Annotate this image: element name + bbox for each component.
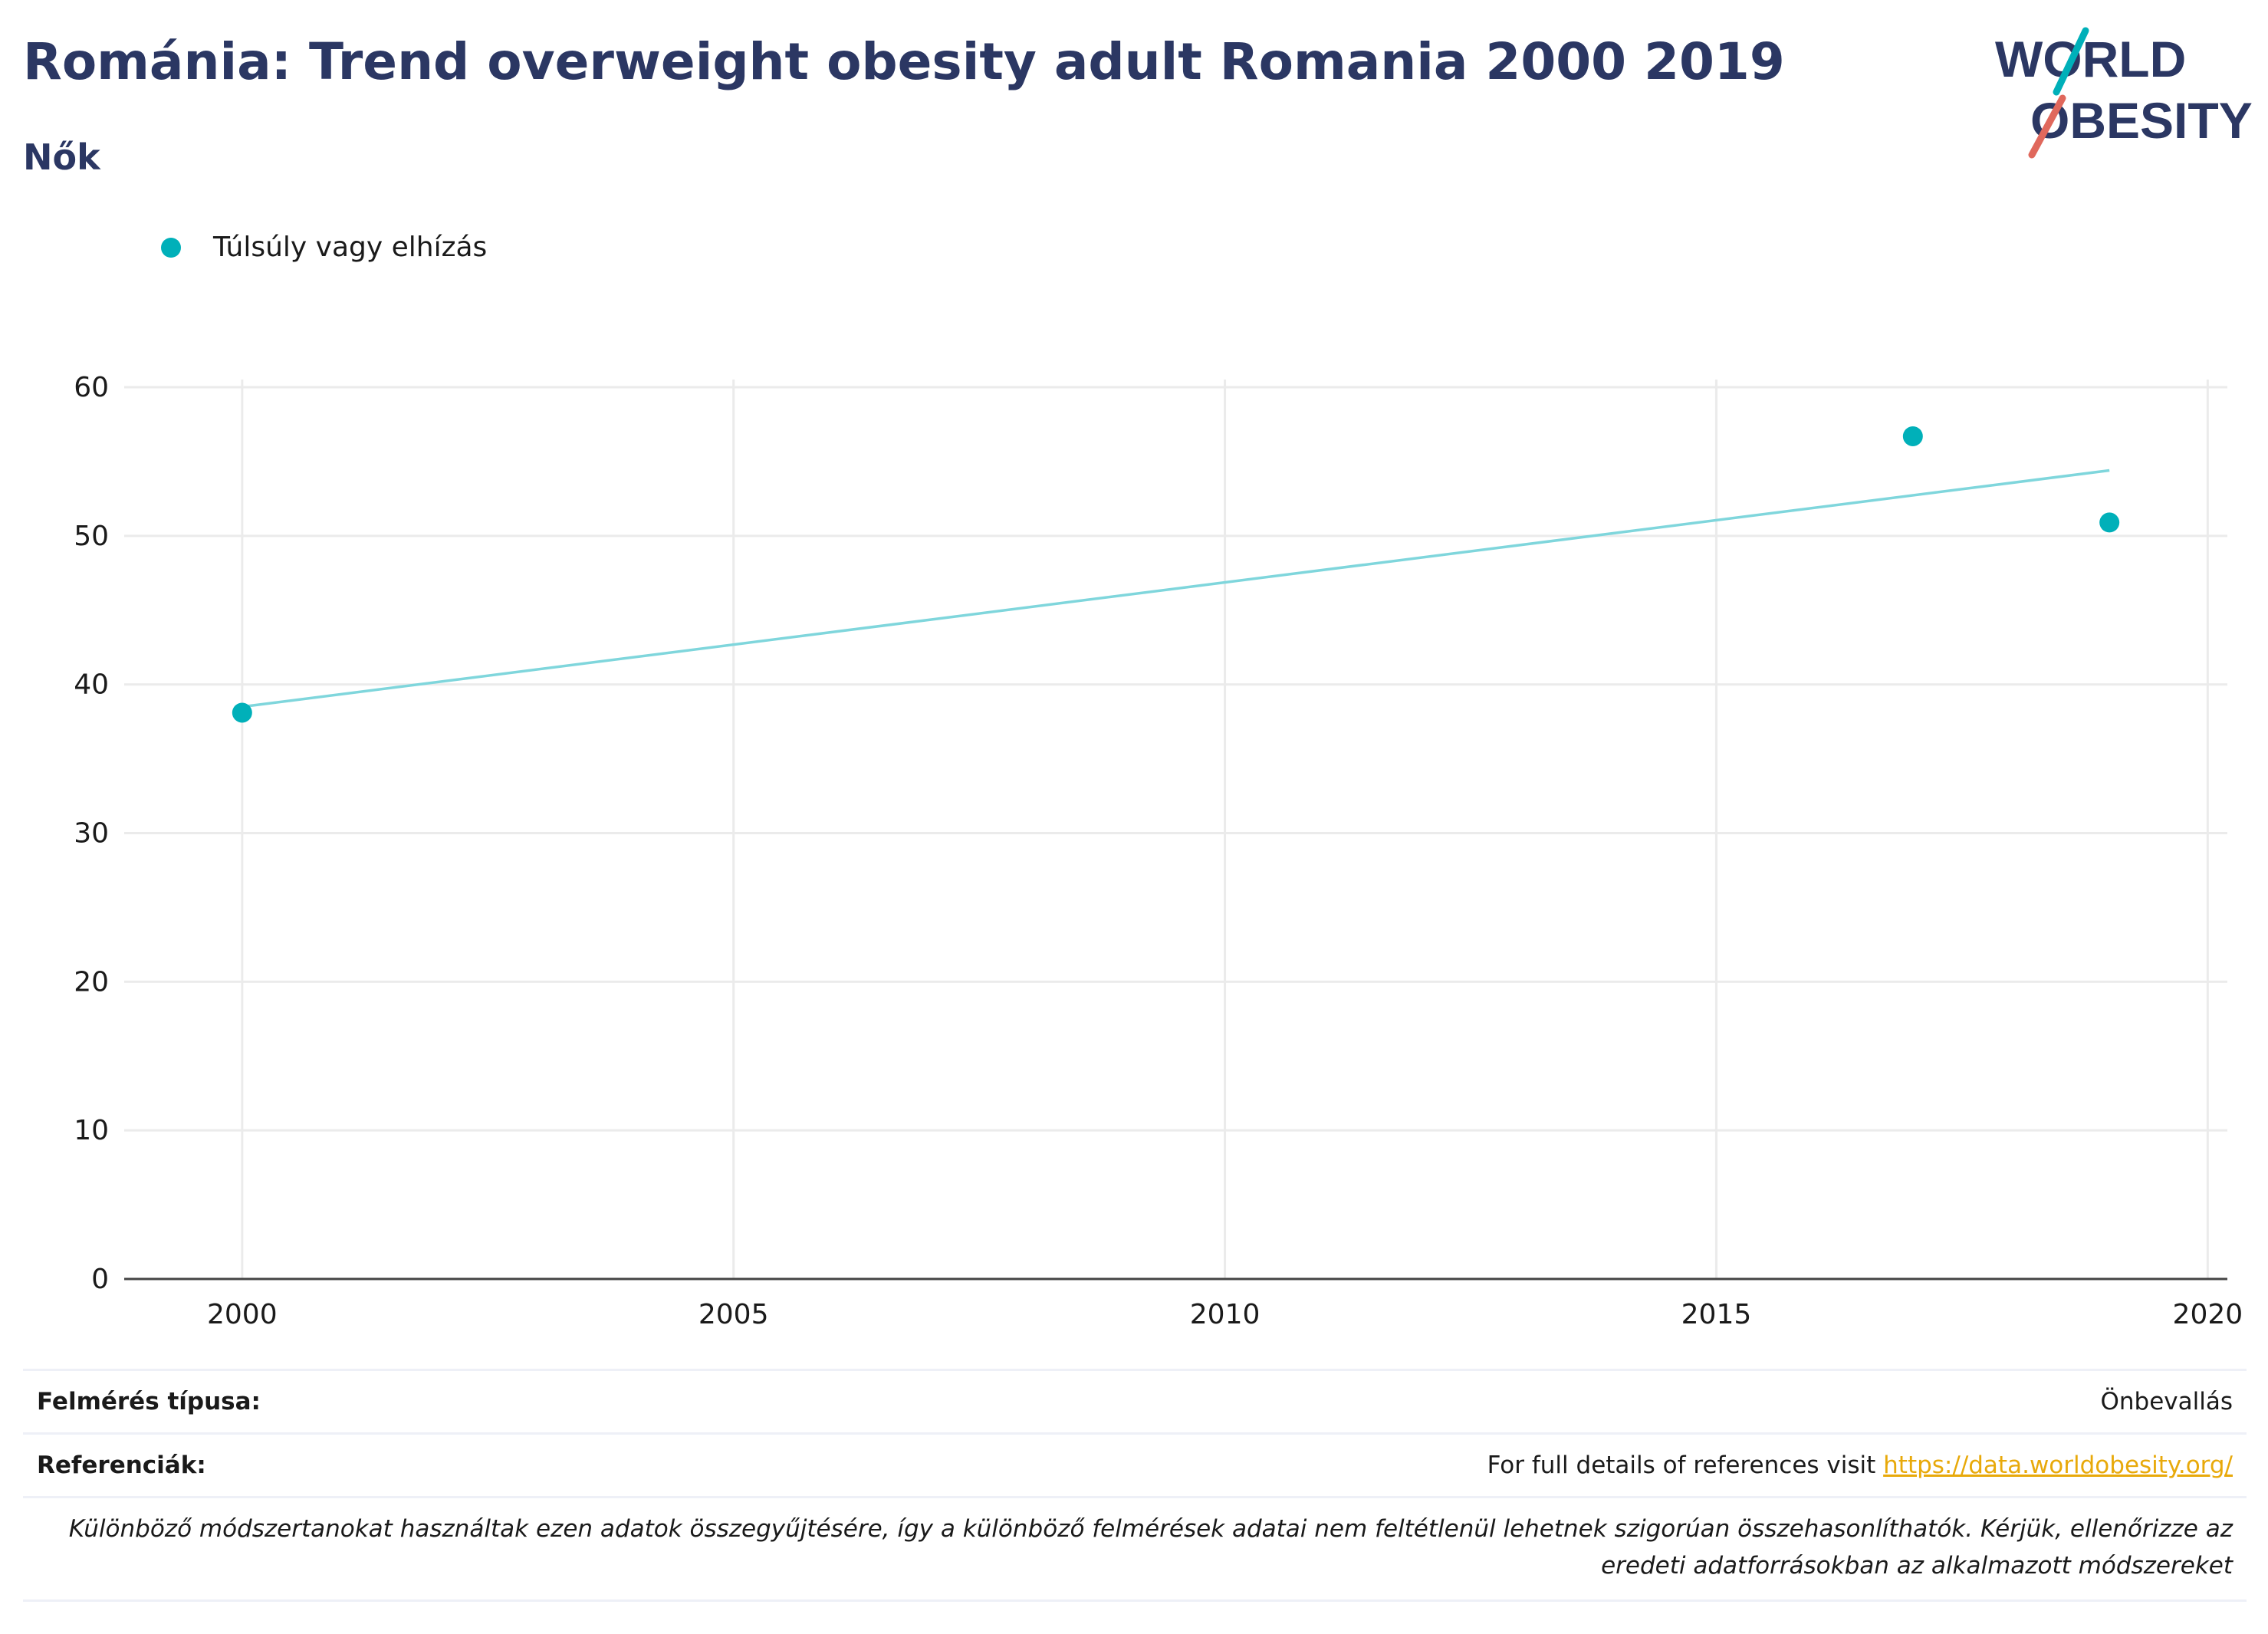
x-tick-label: 2000 bbox=[207, 1299, 278, 1330]
references-row: Referenciák: For full details of referen… bbox=[23, 1432, 2247, 1496]
y-tick-label: 20 bbox=[74, 966, 109, 998]
legend-label: Túlsúly vagy elhízás bbox=[213, 232, 488, 263]
y-tick-label: 10 bbox=[74, 1115, 109, 1146]
references-link[interactable]: https://data.worldobesity.org/ bbox=[1883, 1452, 2233, 1479]
logo-slash-bottom bbox=[2028, 94, 2066, 159]
y-tick-label: 40 bbox=[74, 669, 109, 701]
references-value: For full details of references visit htt… bbox=[1487, 1452, 2233, 1479]
data-point bbox=[2099, 512, 2120, 533]
logo-word-world: WORLD bbox=[1995, 31, 2186, 87]
x-tick-label: 2005 bbox=[698, 1299, 769, 1330]
data-point bbox=[232, 702, 252, 723]
y-tick-label: 0 bbox=[91, 1264, 109, 1295]
y-tick-label: 30 bbox=[74, 818, 109, 850]
references-label: Referenciák: bbox=[37, 1452, 206, 1479]
chart-subtitle: Nők bbox=[23, 136, 100, 178]
survey-type-value: Önbevallás bbox=[2100, 1388, 2233, 1415]
data-point bbox=[1902, 426, 1923, 446]
references-text: For full details of references visit bbox=[1487, 1452, 1884, 1479]
chart-footer: Felmérés típusa: Önbevallás Referenciák:… bbox=[23, 1369, 2247, 1602]
survey-type-label: Felmérés típusa: bbox=[37, 1388, 261, 1415]
x-tick-label: 2015 bbox=[1681, 1299, 1752, 1330]
x-tick-label: 2020 bbox=[2173, 1299, 2243, 1330]
logo-word-obesity: OBESITY bbox=[2030, 92, 2253, 149]
y-tick-label: 50 bbox=[74, 521, 109, 552]
world-obesity-logo: WORLD OBESITY bbox=[1995, 27, 2253, 159]
trendline bbox=[242, 469, 2110, 709]
legend[interactable]: Túlsúly vagy elhízás bbox=[161, 232, 487, 263]
grid bbox=[124, 380, 2227, 1279]
logo-slash-top bbox=[2053, 27, 2089, 96]
scatter-chart: 0 10 20 30 40 50 60 2000 2005 2010 2015 2020 bbox=[74, 372, 2243, 1330]
legend-marker bbox=[161, 237, 181, 258]
trend-line bbox=[242, 469, 2110, 709]
data-points bbox=[232, 426, 2120, 723]
x-tick-label: 2010 bbox=[1190, 1299, 1261, 1330]
y-tick-label: 60 bbox=[74, 372, 109, 403]
axes: 0 10 20 30 40 50 60 2000 2005 2010 2015 2020 bbox=[74, 372, 2243, 1330]
survey-type-row: Felmérés típusa: Önbevallás bbox=[23, 1369, 2247, 1432]
chart-title: Románia: Trend overweight obesity adult … bbox=[23, 32, 1785, 91]
methodology-note: Különböző módszertanokat használtak ezen… bbox=[23, 1496, 2247, 1602]
